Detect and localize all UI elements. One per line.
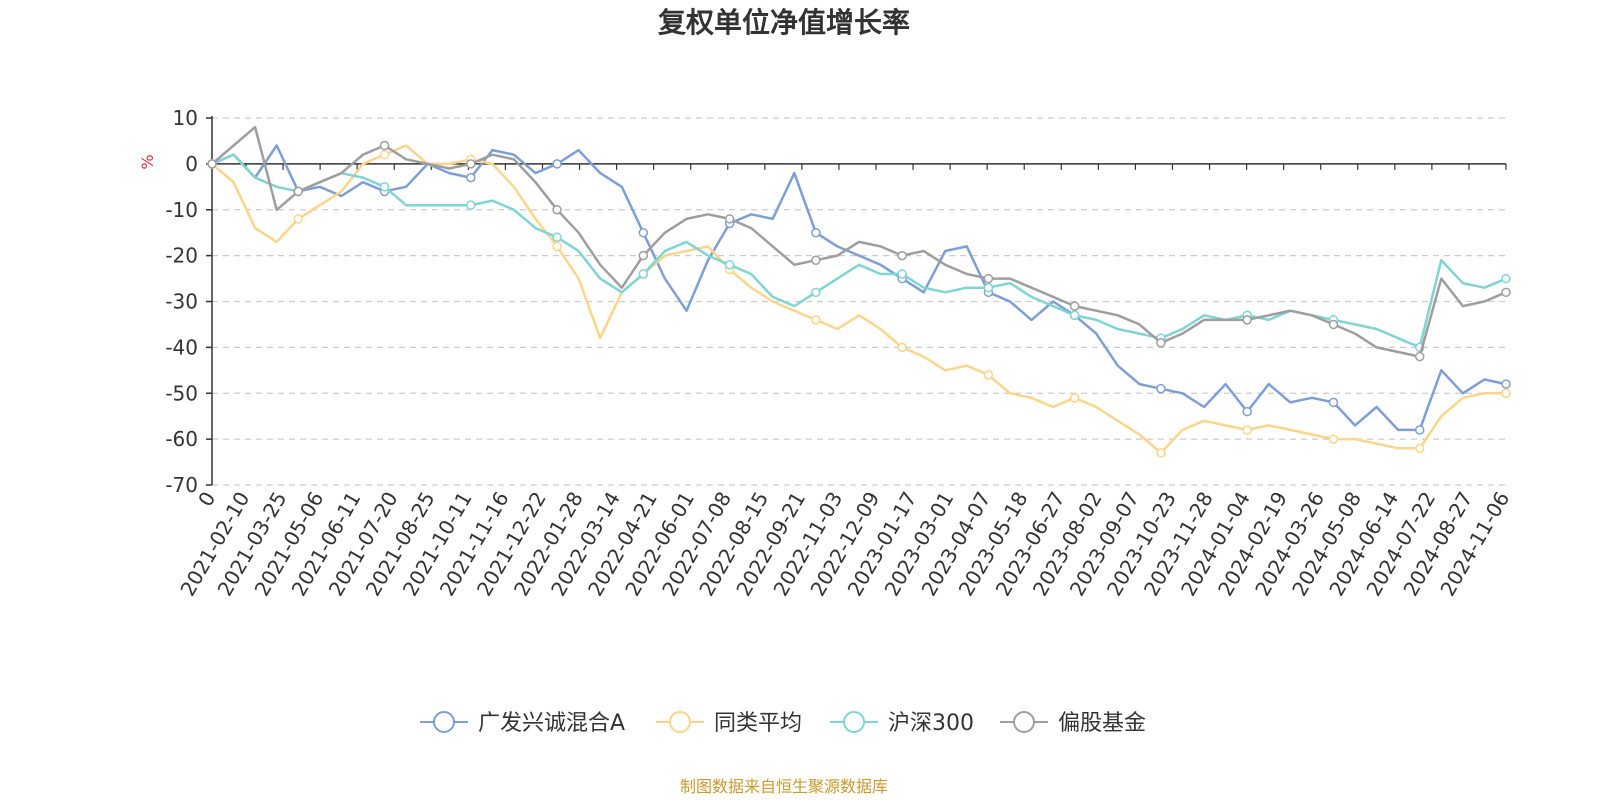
data-point [811,287,821,298]
data-point [207,159,217,169]
data-point [811,227,821,238]
data-point [638,269,649,279]
legend[interactable]: 广发兴诚混合A 同类平均 沪深300 偏股基金 [420,711,1146,736]
legend-swatch-marker [433,711,455,733]
data-point [552,159,562,169]
legend-swatch-marker [669,711,691,733]
y-axis-unit: % [138,154,157,169]
y-tick-label: -10 [165,198,198,222]
series-2 [207,153,1511,353]
legend-item[interactable]: 广发兴诚混合A [420,711,625,736]
data-point [1242,425,1252,435]
data-point [1501,287,1511,298]
data-point [1414,425,1425,435]
data-point [724,214,735,224]
data-point [1501,379,1511,389]
data-point [983,282,994,293]
legend-swatch-marker [843,711,865,733]
x-origin-label: 0 [193,488,220,511]
data-point [897,269,907,279]
legend-item[interactable]: 沪深300 [830,711,974,736]
legend-swatch-marker [1013,711,1035,733]
data-point [1242,406,1252,417]
axes [211,116,1506,485]
series-line [211,153,1507,349]
series-line [211,144,1507,432]
data-point [811,255,821,265]
data-point [897,342,907,353]
data-point [1069,301,1080,311]
data-point [379,182,390,192]
data-point [1156,338,1166,348]
data-point [983,370,994,380]
data-point [552,241,562,252]
y-tick-label: -60 [165,427,198,451]
x-axis-ticks: 02021-02-102021-03-252021-05-062021-06-1… [175,163,1514,600]
data-point [1328,434,1339,444]
series-group [207,125,1511,458]
data-point [1069,393,1080,403]
y-tick-label: -40 [165,335,198,359]
data-point [638,227,649,238]
gridlines [212,117,1506,486]
legend-label: 同类平均 [714,711,802,736]
series-0 [207,144,1511,435]
series-3 [207,125,1511,362]
source-note: 制图数据来自恒生聚源数据库 [680,777,888,796]
data-point [379,140,390,151]
y-tick-label: -50 [165,381,198,405]
data-point [552,205,562,215]
data-point [1156,448,1166,458]
data-point [466,159,476,169]
y-tick-label: -30 [165,290,198,314]
y-axis-ticks: 10 0 -10 -20 -30 -40 -50 -60 -70 [165,106,212,497]
data-point [724,260,735,270]
data-point [638,250,649,261]
data-point [1156,383,1166,394]
data-point [1414,351,1425,362]
y-tick-label: 0 [185,152,198,176]
data-point [466,200,476,210]
data-point [1328,319,1339,330]
data-point [293,186,304,197]
data-point [466,172,476,183]
data-point [897,250,907,261]
data-point [1414,443,1425,454]
data-point [1501,388,1511,398]
y-tick-label: -20 [165,244,198,268]
y-tick-label: 10 [173,106,198,130]
data-point [1242,315,1252,325]
chart-title: 复权单位净值增长率 [658,6,910,39]
data-point [811,315,821,325]
data-point [379,149,390,160]
data-point [552,232,562,243]
legend-item[interactable]: 同类平均 [656,711,802,736]
data-point [983,273,994,284]
legend-label: 沪深300 [888,711,974,736]
data-point [1328,397,1339,408]
data-point [1069,310,1080,321]
legend-label: 广发兴诚混合A [478,711,625,736]
data-point [1501,273,1511,284]
series-line [211,144,1506,455]
data-point [293,214,304,224]
legend-label: 偏股基金 [1058,711,1146,736]
y-tick-label: -70 [165,473,198,497]
legend-item[interactable]: 偏股基金 [1000,711,1146,736]
series-line [211,125,1507,358]
